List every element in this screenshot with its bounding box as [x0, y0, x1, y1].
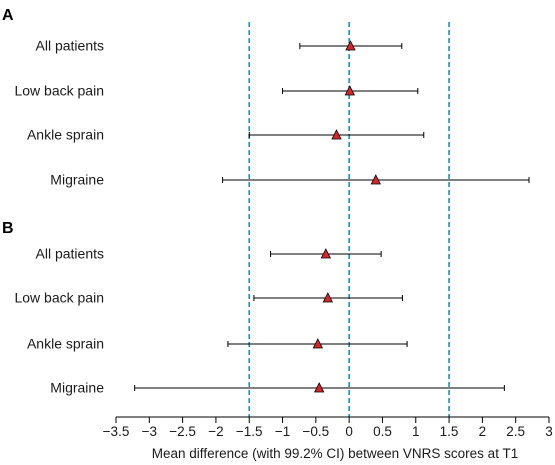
- row-label: Low back pain: [14, 290, 104, 306]
- row-label: All patients: [36, 38, 104, 54]
- reference-lines: [248, 22, 450, 417]
- estimate-marker: [345, 40, 356, 51]
- x-axis: −3.5 −3 −2.5 −2 −1.5 −1 −0.5 0 0.5 1 1.5 2 2.5 3: [103, 416, 553, 439]
- row-label: Ankle sprain: [27, 127, 104, 143]
- row-label: All patients: [36, 246, 104, 262]
- x-tick-label: 1: [412, 424, 420, 439]
- x-tick-label: −1.5: [236, 424, 263, 439]
- estimate-marker: [322, 292, 333, 303]
- panel-a: A All patients Low back pain Ankle sprain Mi…: [2, 7, 530, 188]
- estimate-marker: [370, 174, 381, 185]
- estimate-marker: [314, 382, 325, 393]
- estimate-marker: [331, 129, 342, 140]
- panel-label: A: [2, 7, 14, 24]
- x-tick-label: 0.5: [373, 424, 392, 439]
- x-tick-label: −2.5: [169, 424, 196, 439]
- estimate-marker: [320, 248, 331, 259]
- row-label: Low back pain: [14, 83, 104, 99]
- x-tick-label: −3.5: [103, 424, 130, 439]
- row-label: Ankle sprain: [27, 336, 104, 352]
- x-tick-label: −1: [275, 424, 290, 439]
- x-axis-label: Mean difference (with 99.2% CI) between …: [152, 446, 518, 461]
- estimate-marker: [344, 85, 355, 96]
- x-tick-label: 1.5: [440, 424, 459, 439]
- x-tick-label: −0.5: [303, 424, 330, 439]
- estimate-marker: [312, 338, 323, 349]
- x-tick-label: 0: [345, 424, 353, 439]
- x-tick-label: 2: [479, 424, 487, 439]
- row-label: Migraine: [50, 380, 104, 396]
- x-tick-label: −2: [208, 424, 223, 439]
- panel-b: B All patients Low back pain Ankle sprain Mi…: [2, 220, 505, 396]
- x-tick-label: −3: [142, 424, 157, 439]
- x-tick-label: 3: [545, 424, 553, 439]
- row-label: Migraine: [50, 172, 104, 188]
- x-tick-label: 2.5: [506, 424, 525, 439]
- panel-label: B: [2, 220, 14, 237]
